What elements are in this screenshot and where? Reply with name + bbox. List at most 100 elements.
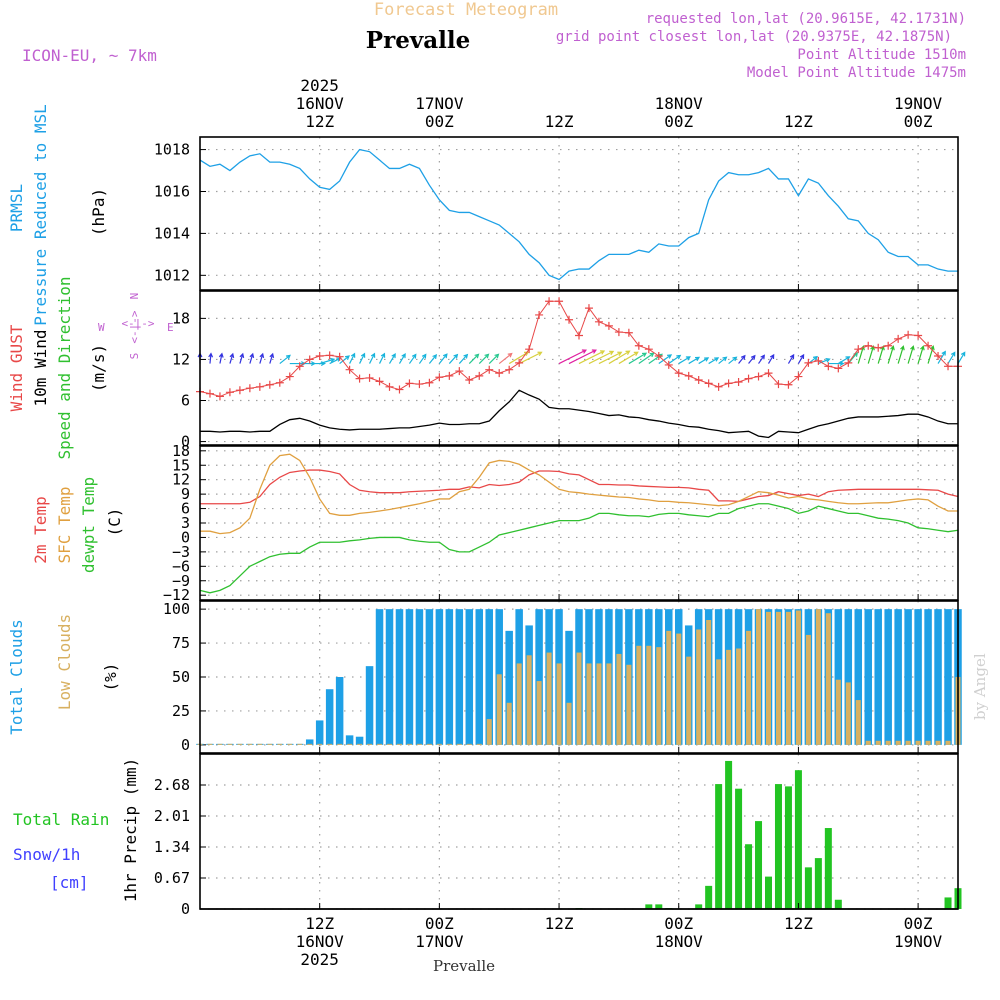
top-time-label: 18NOV	[655, 94, 704, 113]
low-cloud-bar	[307, 743, 313, 745]
wind-direction-arrow	[917, 345, 925, 364]
wind-direction-arrow	[468, 353, 480, 364]
gust-marker	[664, 360, 673, 369]
y-tick-label: 0	[181, 528, 190, 546]
dewpt-label: dewpt Temp	[79, 477, 98, 573]
low-cloud-bar	[606, 663, 612, 745]
low-cloud-bar	[915, 740, 921, 745]
total-cloud-bar	[365, 666, 374, 745]
wind-direction-arrow	[568, 349, 597, 365]
total-cloud-bar	[435, 609, 444, 745]
total-cloud-bar	[864, 609, 872, 745]
top-time-label: 12Z	[784, 112, 813, 131]
bottom-time-label: 12Z	[784, 914, 813, 933]
clouds-unit-label: (%)	[101, 663, 120, 692]
y-tick-label: 1018	[154, 141, 190, 159]
total-cloud-bar	[914, 609, 922, 745]
low-cloud-bar	[566, 702, 572, 745]
gust-marker	[265, 380, 274, 389]
gust-marker	[565, 315, 574, 324]
total-cloud-bar	[375, 609, 384, 745]
y-tick-label: 15	[172, 456, 190, 474]
gust-marker	[764, 369, 773, 378]
low-cloud-bar	[895, 740, 901, 745]
low-cloud-bar	[885, 740, 891, 745]
total-cloud-bar	[415, 609, 424, 745]
gust-marker	[654, 352, 663, 361]
gust-marker	[325, 351, 334, 360]
low-cloud-bar	[875, 740, 881, 745]
wind-direction-arrow	[887, 345, 895, 364]
total-cloud-bar	[355, 736, 364, 745]
wind-direction-arrow	[598, 351, 623, 365]
gust-marker	[834, 364, 843, 373]
total-cloud-bar	[904, 609, 912, 745]
low-cloud-bar	[775, 611, 781, 745]
wind-direction-arrow	[208, 352, 214, 364]
total-cloud-bar	[425, 609, 434, 745]
wind-direction-arrow	[269, 352, 275, 364]
gust-marker	[614, 328, 623, 337]
wind-direction-arrow	[478, 353, 490, 364]
gust-marker	[275, 378, 284, 387]
wind-direction-arrow	[408, 353, 417, 364]
low-cloud-bars	[197, 609, 961, 745]
panel-frame	[199, 445, 959, 601]
total-rain-label: Total Rain	[13, 810, 109, 829]
y-tick-label: 2.01	[154, 807, 190, 825]
y-tick-label: 3	[181, 514, 190, 532]
gust-marker	[455, 367, 464, 376]
low-cloud-bar	[546, 652, 552, 745]
top-time-label: 00Z	[664, 112, 693, 131]
wind-unit-label: (m/s)	[89, 344, 108, 392]
gust-marker	[854, 345, 863, 354]
wind-direction-arrow	[867, 345, 875, 364]
dewpt-line	[199, 503, 959, 594]
temp-2m-line	[200, 469, 959, 505]
y-tick-label: 6	[181, 500, 190, 518]
wind-direction-arrow	[249, 352, 255, 364]
pressure-label: PRMSL	[7, 184, 26, 232]
panel-pressure: 1012 1014 1016 1018	[154, 136, 959, 291]
rain-bar	[695, 904, 703, 909]
low-cloud-bar	[746, 630, 752, 745]
bottom-time-label: 17NOV	[415, 932, 464, 951]
precip-unit-label: 1hr Precip (mm)	[121, 758, 140, 903]
wind-speed-line	[200, 389, 958, 439]
rain-bar	[715, 784, 723, 909]
panel-frame	[199, 600, 959, 754]
top-time-label: 12Z	[545, 112, 574, 131]
gust-marker	[774, 380, 783, 389]
low-cloud-bar	[945, 740, 951, 745]
gust-marker	[674, 369, 683, 378]
y-tick-label: 12	[172, 350, 190, 368]
wind-direction-arrow	[588, 350, 615, 365]
compass-arrow-vertical: <-|->	[128, 310, 141, 343]
low-cloud-bar	[396, 743, 402, 745]
total-cloud-bar	[485, 609, 493, 745]
snow-unit-label: [cm]	[50, 873, 89, 892]
low-cloud-bar	[337, 743, 343, 745]
gust-marker	[415, 380, 424, 389]
wind-direction-arrow	[428, 353, 438, 364]
wind-direction-arrow	[787, 353, 795, 364]
low-cloud-bar	[536, 681, 542, 745]
total-cloud-bar	[315, 720, 324, 745]
low-cloud-bar	[656, 647, 662, 745]
bottom-time-label: 12Z	[305, 914, 334, 933]
wind-direction-arrow	[738, 354, 746, 364]
low-cloud-bar	[237, 743, 243, 745]
gust-marker	[904, 330, 913, 339]
rain-bar	[794, 770, 802, 909]
gust-marker	[235, 386, 244, 395]
gust-marker	[295, 362, 304, 371]
wind-direction-arrow	[708, 357, 720, 365]
wind-direction-arrow	[937, 350, 946, 364]
wind-direction-arrow	[957, 351, 966, 364]
gust-marker	[575, 331, 583, 340]
gust-marker	[924, 341, 933, 350]
low-cloud-bar	[556, 663, 562, 745]
y-tick-label: 25	[172, 702, 190, 720]
total-cloud-bar	[345, 735, 354, 745]
